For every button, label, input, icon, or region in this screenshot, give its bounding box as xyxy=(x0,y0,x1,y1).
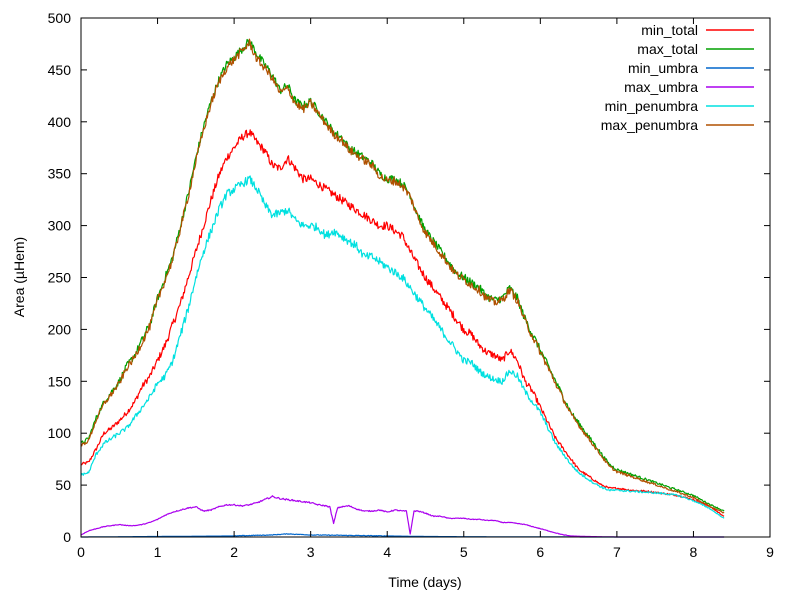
x-axis-title: Time (days) xyxy=(388,574,461,590)
legend-label-max-penumbra: max_penumbra xyxy=(601,117,698,133)
legend: min_total max_total min_umbra max_umbra min_… xyxy=(601,22,754,133)
x-tick-label: 4 xyxy=(383,544,391,560)
series-line-max-penumbra xyxy=(80,38,725,514)
y-tick-label: 450 xyxy=(48,62,72,78)
y-tick-label: 150 xyxy=(48,373,72,389)
y-tick-label: 200 xyxy=(48,321,72,337)
x-tick-label: 9 xyxy=(766,544,774,560)
x-tick-label: 6 xyxy=(536,544,544,560)
legend-label-min-penumbra: min_penumbra xyxy=(605,98,699,114)
series-layer xyxy=(80,38,725,538)
x-tick-label: 3 xyxy=(307,544,315,560)
y-axis-title: Area (µHem) xyxy=(11,237,27,317)
x-tick-label: 2 xyxy=(230,544,238,560)
series-line-min-penumbra xyxy=(80,175,725,519)
ticks-layer: 0 1 2 3 4 5 6 7 8 9 0 50 100 150 200 250 300 350 400 450 500 xyxy=(48,10,774,560)
x-tick-label: 7 xyxy=(613,544,621,560)
legend-label-min-umbra: min_umbra xyxy=(628,60,698,76)
x-tick-label: 8 xyxy=(690,544,698,560)
y-tick-label: 0 xyxy=(63,529,71,545)
y-tick-label: 300 xyxy=(48,218,72,234)
y-tick-label: 400 xyxy=(48,114,72,130)
x-tick-label: 1 xyxy=(154,544,162,560)
legend-label-max-umbra: max_umbra xyxy=(624,79,698,95)
legend-label-min-total: min_total xyxy=(641,22,698,38)
y-tick-label: 500 xyxy=(48,10,72,26)
y-tick-label: 350 xyxy=(48,166,72,182)
x-tick-label: 5 xyxy=(460,544,468,560)
y-tick-label: 250 xyxy=(48,270,72,286)
x-tick-label: 0 xyxy=(77,544,85,560)
y-tick-label: 100 xyxy=(48,425,72,441)
y-tick-label: 50 xyxy=(55,477,71,493)
legend-label-max-total: max_total xyxy=(637,41,698,57)
